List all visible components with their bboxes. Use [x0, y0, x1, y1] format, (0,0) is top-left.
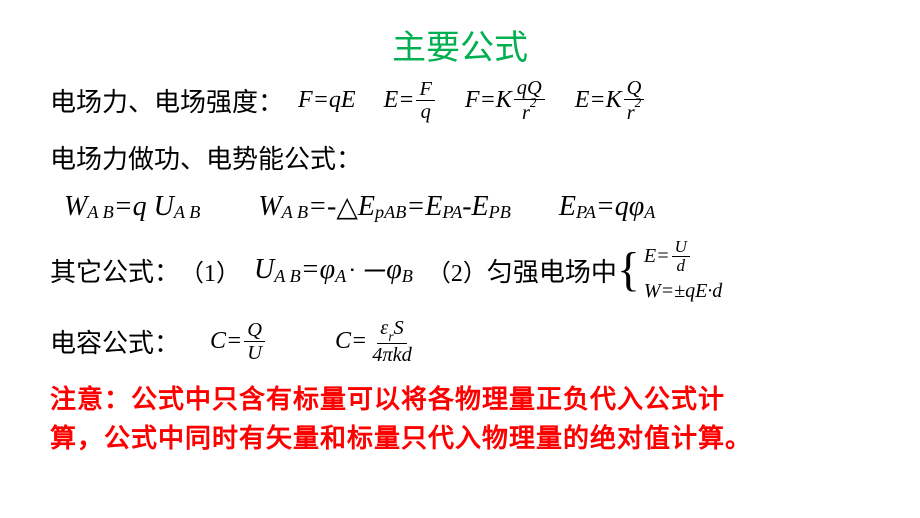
label-other: 其它公式： — [50, 252, 180, 289]
note-line2: 算，公式中同时有矢量和标量只代入物理量的绝对值计算。 — [50, 419, 870, 458]
section-other: 其它公式： （1） UA B = φA ▪ － φB （2） 匀强电场中 { E… — [50, 238, 870, 303]
formula-c-parallel: C = εrS 4πkd — [335, 317, 417, 366]
label-field-force: 电场力、电场强度： — [50, 82, 284, 119]
label-uniform-field: 匀强电场中 — [487, 252, 617, 289]
center-dot-icon: ▪ — [346, 265, 358, 276]
formula-w-qed: W = ±qE·d — [644, 280, 722, 303]
formula-uab-phi: UA B = φA ▪ － φB — [254, 250, 413, 290]
section-work-label: 电场力做功、电势能公式： — [50, 139, 870, 176]
formula-epa-qphi: EPA = q φA — [559, 191, 656, 223]
warning-note: 注意：公式中只含有标量可以将各物理量正负代入公式计 算，公式中同时有矢量和标量只… — [50, 380, 870, 458]
formula-e-ud: E = Ud — [644, 238, 722, 276]
note-line1: 注意：公式中只含有标量可以将各物理量正负代入公式计 — [50, 380, 870, 419]
left-brace-icon: { — [617, 246, 640, 294]
section-capacitance: 电容公式： C = QU C = εrS 4πkd — [50, 317, 870, 366]
item-2-marker: （2） — [427, 253, 487, 288]
section-work-formulas: WA B = q UA B WA B =-△ EpAB = EPA - EPB … — [50, 190, 870, 224]
page-title: 主要公式 — [50, 20, 870, 69]
formula-wab-qub: WA B = q UA B — [64, 191, 200, 223]
formula-c-qu: C = QU — [210, 319, 267, 365]
formula-coulomb-e: E= K Qr2 — [575, 77, 647, 125]
label-capacitance: 电容公式： — [50, 323, 180, 360]
label-work-energy: 电场力做功、电势能公式： — [50, 139, 362, 176]
formula-wab-deltaep: WA B =-△ EpAB = EPA - EPB — [258, 190, 511, 224]
brace-group: { E = Ud W = ±qE·d — [617, 238, 722, 303]
formula-e-fq: E= Fq — [384, 78, 437, 124]
formula-coulomb-f: F=K qQr2 — [465, 77, 547, 125]
item-1-marker: （1） — [180, 253, 240, 288]
formula-f-qe: F=qE — [298, 87, 356, 114]
section-field-force: 电场力、电场强度： F=qE E= Fq F=K qQr2 E= K Qr2 — [50, 77, 870, 125]
